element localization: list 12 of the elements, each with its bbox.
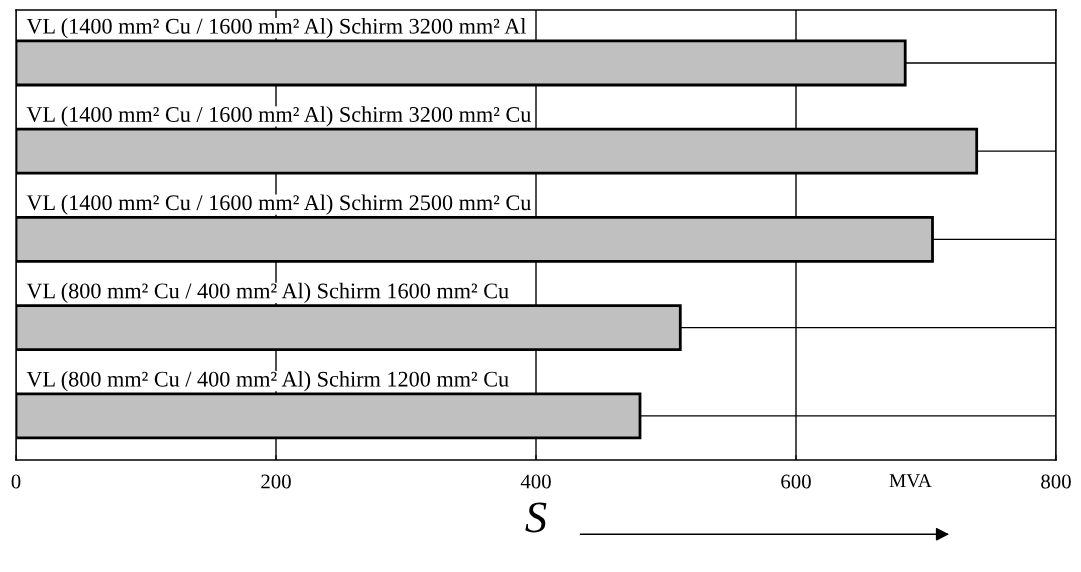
x-tick-label: 400 (520, 474, 551, 489)
x-tick-label: 0 (11, 474, 21, 489)
x-axis-title: S (525, 502, 547, 533)
y-tick-label: VL (1400 mm² Cu / 1600 mm² Al) Schirm 3200 mm² Cu (26, 106, 531, 127)
y-tick-label: VL (800 mm² Cu / 400 mm² Al) Schirm 1200 mm² Cu (26, 371, 509, 392)
x-tick-label: 800 (1041, 474, 1071, 489)
x-tick-label: 200 (261, 474, 291, 489)
y-tick-label: VL (1400 mm² Cu / 1600 mm² Al) Schirm 3200 mm² Al (26, 18, 526, 39)
y-tick-label: VL (1400 mm² Cu / 1600 mm² Al) Schirm 2500 mm² Cu (26, 194, 531, 215)
y-tick-label: VL (800 mm² Cu / 400 mm² Al) Schirm 1600 mm² Cu (26, 282, 509, 303)
text: MVA (889, 474, 932, 488)
x-tick-label: 600 (781, 474, 811, 489)
